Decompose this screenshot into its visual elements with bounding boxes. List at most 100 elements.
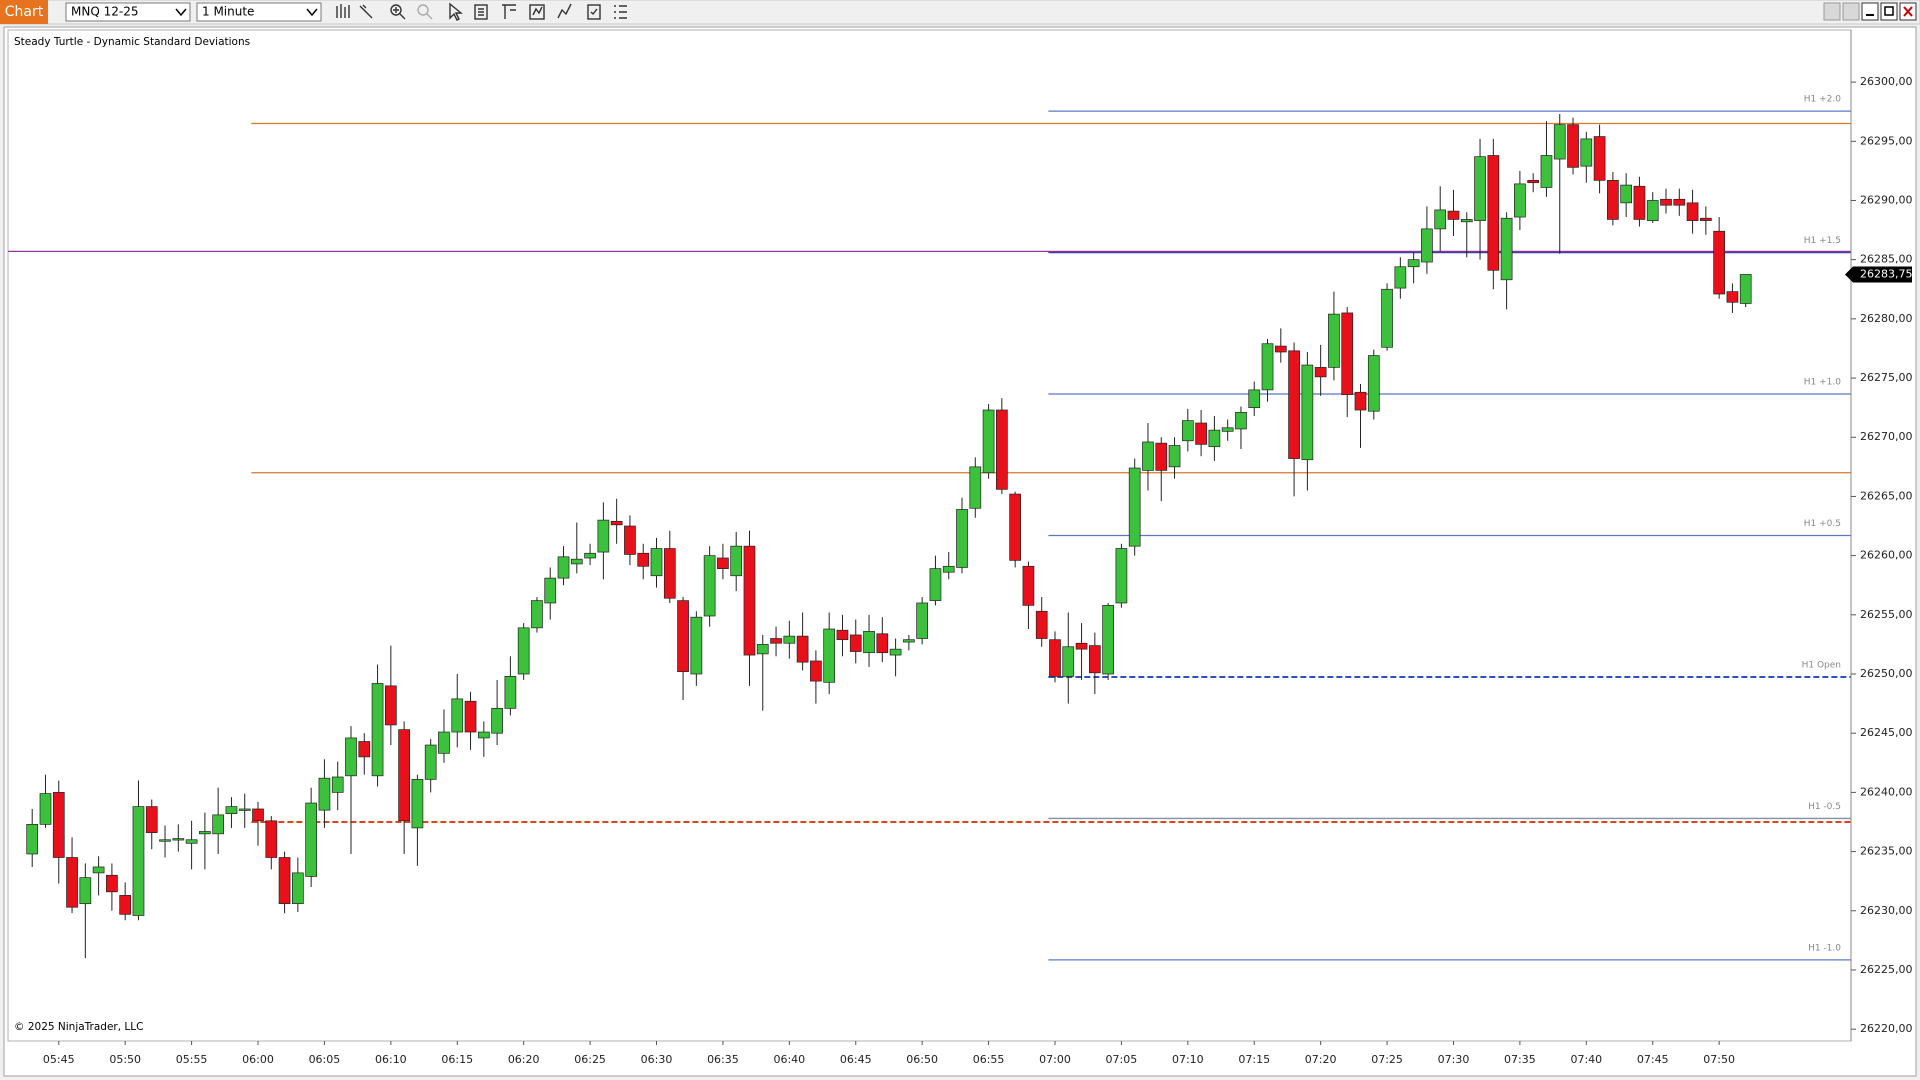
candle-body xyxy=(717,557,729,569)
candle-body xyxy=(1208,429,1221,448)
candle-body xyxy=(1394,266,1407,289)
candle-body xyxy=(942,565,955,573)
level-layer: H1 +2.0 H1 +1.5 H1 +1.0 H1 +0.5 H1 Open H1 -0… xyxy=(8,95,1851,961)
instrument-selector[interactable] xyxy=(65,2,191,22)
candle-body xyxy=(238,808,251,811)
list-icon[interactable] xyxy=(614,5,627,19)
x-tick-label: 07:20 xyxy=(1305,1053,1337,1066)
candle-body xyxy=(1447,210,1460,220)
candle-body xyxy=(1673,198,1686,206)
indicators-icon[interactable] xyxy=(557,3,572,19)
candle-body xyxy=(823,628,836,683)
candle-body xyxy=(371,683,384,777)
level-label: H1 +1.0 xyxy=(1804,378,1841,388)
x-tick-label: 07:25 xyxy=(1371,1053,1403,1066)
candle-body xyxy=(159,839,171,842)
minimize-button[interactable] xyxy=(1861,2,1879,21)
y-tick-label: 26295,00 xyxy=(1860,134,1913,147)
button[interactable] xyxy=(1842,2,1860,21)
candle-body xyxy=(743,545,756,656)
candle-body xyxy=(1062,646,1075,677)
strategies-icon[interactable] xyxy=(529,4,545,20)
x-tick-label: 07:40 xyxy=(1570,1053,1602,1066)
candle-body xyxy=(1607,179,1619,220)
pointer-icon[interactable] xyxy=(449,2,463,21)
axis-layer: 26220,00 26225,00 26230,00 26235,00 26240,00… xyxy=(43,30,1913,1066)
candle-body xyxy=(265,820,278,858)
candle-body xyxy=(1328,313,1340,368)
last-price-marker xyxy=(1845,266,1912,283)
toolbar-icons xyxy=(336,2,627,21)
maximize-button[interactable] xyxy=(1880,2,1898,21)
candle-body xyxy=(610,520,623,526)
candle-body xyxy=(1633,185,1646,220)
candle-body xyxy=(1739,274,1752,304)
x-tick-label: 07:35 xyxy=(1504,1053,1536,1066)
candle-body xyxy=(1341,312,1354,395)
candle-body xyxy=(1155,442,1168,471)
level-label: H1 +1.5 xyxy=(1804,236,1841,246)
candle-body xyxy=(305,802,317,877)
candle-body xyxy=(690,616,703,675)
candle-body xyxy=(863,631,875,654)
candle-body xyxy=(1646,200,1659,221)
interval-label[interactable]: 1 Minute xyxy=(202,5,254,19)
chart-tab[interactable] xyxy=(0,0,48,24)
x-tick-label: 06:40 xyxy=(773,1053,805,1066)
candle-body xyxy=(1181,420,1194,442)
candle-body xyxy=(398,729,410,822)
zoom-in-icon[interactable] xyxy=(390,4,402,16)
y-tick-label: 26270,00 xyxy=(1860,430,1913,443)
x-tick-label: 05:50 xyxy=(109,1053,141,1066)
data-box-icon[interactable] xyxy=(474,4,488,20)
bars-icon[interactable] xyxy=(336,4,350,18)
candle-body xyxy=(1195,422,1207,445)
y-tick-label: 26260,00 xyxy=(1860,549,1913,562)
y-tick-label: 26265,00 xyxy=(1860,489,1913,502)
x-tick-label: 06:20 xyxy=(508,1053,540,1066)
interval-selector[interactable] xyxy=(196,2,322,22)
properties-icon[interactable] xyxy=(587,4,601,20)
candle-body xyxy=(982,409,995,474)
candle-body xyxy=(624,525,636,555)
chart-title: Steady Turtle - Dynamic Standard Deviati… xyxy=(14,36,250,48)
candle-body xyxy=(531,600,543,629)
x-tick-label: 05:45 xyxy=(43,1053,75,1066)
candle-body xyxy=(637,552,650,567)
y-tick-label: 26285,00 xyxy=(1860,253,1913,266)
candle-body xyxy=(1115,548,1128,604)
template-icon[interactable] xyxy=(502,4,516,19)
candle-body xyxy=(756,644,769,655)
level-label: H1 -0.5 xyxy=(1808,802,1841,812)
candle-body xyxy=(119,895,132,915)
candle-body xyxy=(1487,155,1500,271)
instrument-label[interactable]: MNQ 12-25 xyxy=(71,5,138,19)
x-tick-label: 07:05 xyxy=(1106,1053,1138,1066)
candle-body xyxy=(916,602,929,639)
candle-body xyxy=(1221,427,1234,432)
x-tick-label: 07:10 xyxy=(1172,1053,1204,1066)
maximize-glyph xyxy=(1884,6,1894,16)
zoom-out-icon[interactable] xyxy=(417,4,429,16)
button[interactable] xyxy=(1823,2,1841,21)
candle-body xyxy=(1088,645,1101,674)
chart-tab-label[interactable]: Chart xyxy=(5,4,44,20)
draw-icon[interactable] xyxy=(359,4,373,19)
candle-body xyxy=(491,707,503,734)
candle-body xyxy=(1314,367,1327,378)
candle-body xyxy=(1567,124,1579,168)
y-tick-label: 26240,00 xyxy=(1860,785,1913,798)
candle-body xyxy=(1540,155,1553,188)
candle-body xyxy=(1700,217,1712,221)
candle-body xyxy=(1527,179,1540,184)
candle-body xyxy=(1660,198,1672,206)
x-tick-label: 06:25 xyxy=(574,1053,606,1066)
candle-body xyxy=(929,568,942,601)
candle-body xyxy=(1434,209,1447,230)
y-tick-label: 26220,00 xyxy=(1860,1022,1913,1035)
candle-body xyxy=(730,545,743,577)
y-tick-label: 26235,00 xyxy=(1860,845,1913,858)
candle-body xyxy=(504,676,517,709)
